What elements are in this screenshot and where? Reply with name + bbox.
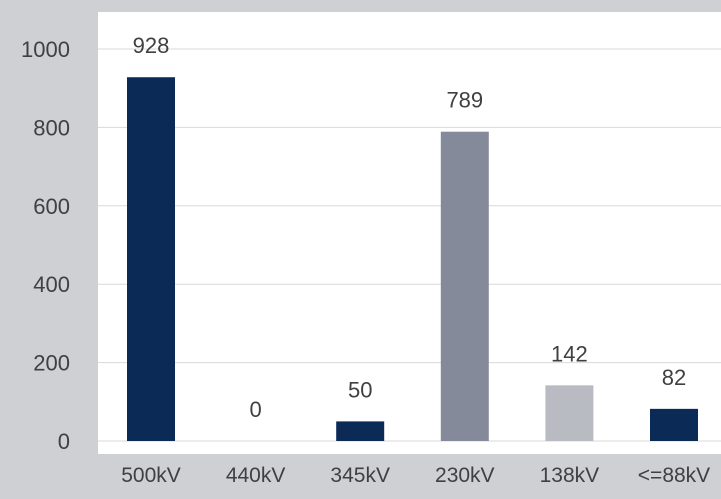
gridlines [98, 48, 721, 442]
x-tick-label: <=88kV [638, 464, 710, 487]
x-tick-label: 138kV [540, 464, 600, 487]
data-labels: 928 0 50 789 142 82 [133, 33, 687, 422]
bar [650, 408, 698, 441]
data-label: 82 [662, 365, 686, 390]
data-label: 142 [551, 341, 588, 366]
y-tick-label: 600 [33, 194, 70, 219]
plot-background [98, 12, 721, 454]
bars [127, 77, 698, 441]
y-axis-tick-labels: 0 200 400 600 800 1000 [21, 37, 70, 454]
y-tick-label: 1000 [21, 37, 70, 62]
y-tick-label: 0 [58, 429, 70, 454]
bar [127, 77, 175, 441]
y-tick-label: 200 [33, 351, 70, 376]
x-tick-label: 345kV [330, 464, 390, 487]
data-label: 928 [133, 33, 170, 58]
data-label: 0 [249, 397, 261, 422]
data-label: 789 [446, 88, 483, 113]
x-tick-label: 230kV [435, 464, 495, 487]
data-label: 50 [348, 377, 372, 402]
y-tick-label: 400 [33, 272, 70, 297]
x-tick-label: 440kV [226, 464, 286, 487]
y-tick-label: 800 [33, 115, 70, 140]
bar [440, 131, 489, 441]
bar [545, 385, 594, 441]
bar [336, 421, 385, 441]
x-axis-tick-labels: 500kV 440kV 345kV 230kV 138kV <=88kV [121, 464, 710, 487]
x-tick-label: 500kV [121, 464, 181, 487]
